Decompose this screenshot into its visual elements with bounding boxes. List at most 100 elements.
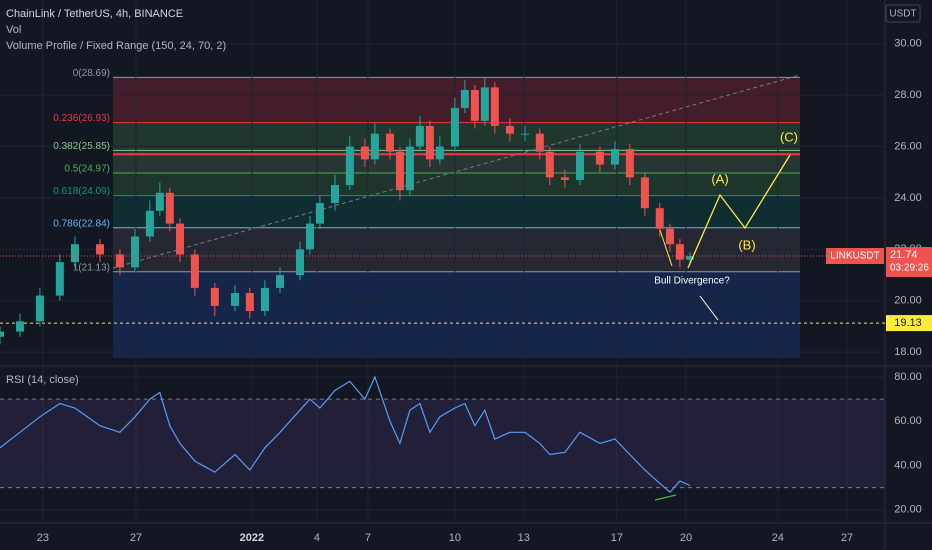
candle-body <box>435 146 444 160</box>
candle-body <box>415 125 424 147</box>
candle-body <box>95 244 104 255</box>
candle-body <box>35 295 44 322</box>
candle-body <box>665 228 674 245</box>
x-tick-label: 17 <box>611 532 623 544</box>
candle-body <box>345 146 354 186</box>
candle-body <box>595 151 604 165</box>
candle-body <box>640 177 649 209</box>
candle-body <box>425 125 434 160</box>
candle-body <box>245 293 254 312</box>
fib-label: 1(21.13) <box>73 262 110 273</box>
candle-body <box>405 146 414 191</box>
candle-body <box>370 133 379 160</box>
candle-body <box>305 223 314 250</box>
wave-label: (C) <box>780 129 798 144</box>
candle-body <box>230 293 239 306</box>
candle-body <box>625 149 634 178</box>
fib-label: 0.618(24.09) <box>53 186 110 197</box>
fib-band <box>113 195 800 228</box>
y-tick-label: 24.00 <box>894 192 922 204</box>
candle-body <box>190 254 199 288</box>
candle-body <box>15 321 24 332</box>
indicator-label: Vol <box>6 24 21 36</box>
wave-label: (A) <box>711 171 728 186</box>
candle-body <box>505 125 514 134</box>
candle-body <box>330 185 339 204</box>
y-tick-label: 20.00 <box>894 295 922 307</box>
candle-body <box>535 133 544 152</box>
y-tick-label: 40.00 <box>894 459 922 471</box>
candle-body <box>55 262 64 296</box>
wave-projection <box>687 154 791 269</box>
chart-title: ChainLink / TetherUS, 4h, BINANCE <box>6 8 183 20</box>
candle-body <box>295 249 304 276</box>
indicator-label: RSI (14, close) <box>6 374 79 386</box>
candle-body <box>520 133 529 135</box>
candle-body <box>460 89 469 108</box>
support-tag <box>886 315 932 332</box>
candle-body <box>260 287 269 312</box>
candle-body <box>480 87 489 121</box>
rsi-line <box>0 375 691 493</box>
candle-body <box>450 107 459 147</box>
countdown: 03:29:26 <box>890 263 929 274</box>
candle-body <box>560 177 569 180</box>
candle-body <box>490 87 499 126</box>
indicator-label: Volume Profile / Fixed Range (150, 24, 7… <box>6 40 226 52</box>
price-tag <box>886 247 932 278</box>
candle-body <box>610 149 619 165</box>
x-tick-label: 24 <box>772 532 784 544</box>
candle-body <box>115 254 124 268</box>
overlay-layer: (A) (B) (C) Bull Divergence? ChainLink /… <box>6 4 932 544</box>
candle-body <box>131 236 140 268</box>
x-tick-label: 20 <box>680 532 692 544</box>
x-tick-label: 27 <box>841 532 853 544</box>
divergence-arrow <box>699 295 719 321</box>
candle-body <box>315 203 324 224</box>
fib-band <box>113 172 800 196</box>
candle-body <box>395 151 404 191</box>
currency-box[interactable] <box>885 4 921 23</box>
candle-body <box>655 208 664 229</box>
candle-body <box>685 256 694 260</box>
candle-body <box>360 146 369 160</box>
candle-body <box>155 192 164 211</box>
candle-body <box>545 151 554 178</box>
x-tick-label: 13 <box>518 532 530 544</box>
fib-label: 0.786(22.84) <box>53 218 110 229</box>
y-tick-label: 20.00 <box>894 504 922 516</box>
currency[interactable]: USDT <box>889 9 916 20</box>
candle-body <box>176 223 185 255</box>
fib-label: 0.382(25.85) <box>53 141 110 152</box>
annotation: Bull Divergence? <box>654 276 730 287</box>
symbol-tag <box>826 248 884 265</box>
y-tick-label: 18.00 <box>894 346 922 358</box>
marks-layer <box>0 77 885 493</box>
candle-body <box>165 192 174 224</box>
candle-body <box>70 244 79 263</box>
fib-label: 0(28.69) <box>73 68 110 79</box>
wave-label: (B) <box>738 237 755 252</box>
x-tick-label: 10 <box>449 532 461 544</box>
y-tick-label: 26.00 <box>894 140 922 152</box>
candle-body <box>210 287 219 306</box>
candle-body <box>470 89 479 121</box>
divergence-arrow <box>659 229 673 267</box>
y-tick-label: 60.00 <box>894 415 922 427</box>
candle-body <box>385 133 394 152</box>
rsi-band <box>0 399 885 488</box>
y-tick-label: 28.00 <box>894 89 922 101</box>
candle-body <box>145 210 154 237</box>
x-tick-label: 27 <box>130 532 142 544</box>
x-tick-label: 4 <box>314 532 320 544</box>
candle-body <box>575 151 584 180</box>
divergence-arrow <box>654 494 677 501</box>
x-tick-label: 7 <box>365 532 371 544</box>
fib-label: 0.236(26.93) <box>53 113 110 124</box>
y-tick-label: 30.00 <box>894 38 922 50</box>
y-tick-label: 80.00 <box>894 371 922 383</box>
price-label: 21.74 <box>890 249 918 261</box>
fib-label: 0.5(24.97) <box>64 164 110 175</box>
